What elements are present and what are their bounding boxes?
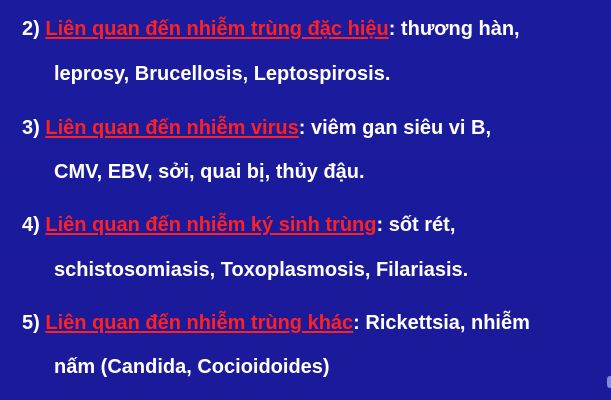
item-3-heading: Liên quan đến nhiễm virus — [45, 117, 299, 139]
item-3-number: 3) — [22, 117, 40, 139]
item-4-line-1: 4) Liên quan đến nhiễm ký sinh trùng: số… — [22, 213, 455, 237]
item-5-suffix: : Rickettsia, nhiễm — [353, 312, 530, 334]
item-3-line-2: CMV, EBV, sởi, quai bị, thủy đậu. — [54, 161, 365, 183]
item-4-line-2: schistosomiasis, Toxoplasmosis, Filarias… — [54, 259, 469, 281]
item-5-line-1: 5) Liên quan đến nhiễm trùng khác: Ricke… — [22, 311, 530, 335]
item-5-number: 5) — [22, 312, 40, 334]
item-2-suffix: : thương hàn, — [388, 18, 520, 40]
item-2-heading: Liên quan đến nhiễm trùng đặc hiệu — [45, 18, 389, 40]
item-4-number: 4) — [22, 214, 40, 236]
item-3-line-1: 3) Liên quan đến nhiễm virus: viêm gan s… — [22, 116, 491, 140]
corner-decoration — [607, 376, 611, 388]
item-2-line-2: leprosy, Brucellosis, Leptospirosis. — [54, 63, 391, 85]
item-2-number: 2) — [22, 18, 40, 40]
item-5-heading: Liên quan đến nhiễm trùng khác — [45, 312, 354, 334]
item-2-line-1: 2) Liên quan đến nhiễm trùng đặc hiệu: t… — [22, 17, 520, 41]
item-5-line-2: nấm (Candida, Cocioidoides) — [54, 356, 330, 378]
item-4-heading: Liên quan đến nhiễm ký sinh trùng — [45, 214, 377, 236]
item-4-suffix: : sốt rét, — [376, 214, 456, 236]
item-3-suffix: : viêm gan siêu vi B, — [298, 117, 492, 139]
